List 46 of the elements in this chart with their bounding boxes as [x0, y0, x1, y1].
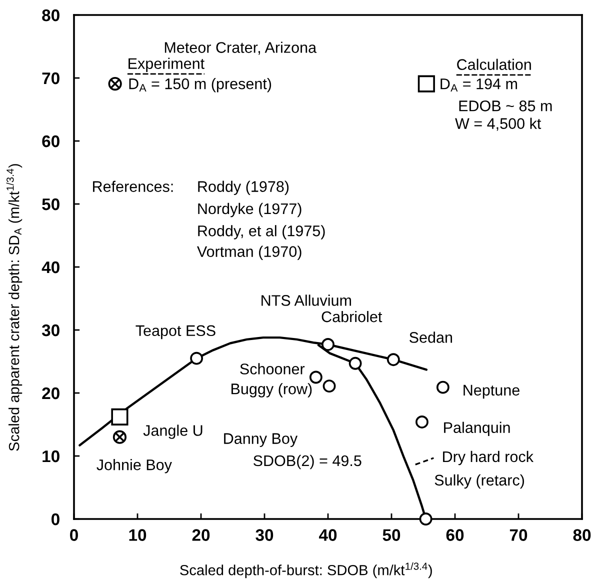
- y-tick-label: 70: [42, 72, 60, 84]
- y-tick-label: 80: [42, 9, 60, 22]
- annotation: Buggy (row): [232, 383, 312, 398]
- y-tick-label: 40: [42, 261, 60, 274]
- annotation: Johnie Boy: [96, 459, 172, 474]
- x-tick-label: 10: [129, 529, 146, 541]
- y-tick-label: 50: [42, 198, 60, 210]
- annotation: Calculation: [457, 58, 531, 70]
- text: Meteor Crater, Arizona: [164, 42, 317, 55]
- annotation: Palanquin: [444, 422, 510, 436]
- annotation: W = 4,500 kt: [455, 118, 542, 131]
- annotation: Vortman (1970): [197, 246, 302, 260]
- y-tick-label: 10: [42, 450, 60, 462]
- annotation: Nordyke (1977): [198, 202, 302, 218]
- annotation: Teapot ESS: [136, 325, 216, 340]
- x-tick-label: 40: [318, 529, 337, 541]
- annotation: Sulky (retarc): [434, 474, 524, 489]
- annotation: NTS Alluvium: [262, 294, 351, 306]
- x-tick-label: 70: [510, 529, 528, 541]
- annotation: Cabriolet: [322, 310, 382, 322]
- x-tick-label: 80: [573, 529, 591, 541]
- x-axis-title: Scaled depth-of-burst: SDOB (m/kt$^{1/3.4}$): [180, 562, 432, 578]
- annotation: Danny Boy: [224, 433, 298, 447]
- annotation: Jangle U: [143, 424, 202, 439]
- y-tick-label: 0: [52, 513, 60, 526]
- y-tick-label: 20: [42, 387, 60, 400]
- y-tick-label: 60: [42, 135, 60, 148]
- x-tick-label: 30: [256, 529, 274, 541]
- annotation: EDOB ~ 85 m: [459, 100, 552, 112]
- y-axis-title: Scaled apparent crater depth: SD$_{A}$ (m/kt$^{1/3.4}$): [6, 164, 22, 451]
- x-tick-label: 20: [192, 529, 210, 541]
- x-tick-label: 50: [382, 529, 400, 541]
- annotation: Roddy (1978): [198, 180, 289, 195]
- annotation: Experiment: [128, 58, 204, 72]
- annotation: Dry hard rock: [443, 450, 534, 466]
- legend-label: D$_{A}$ = 194 m: [440, 78, 517, 92]
- annotation: Neptune: [464, 384, 520, 399]
- annotation: Sedan: [410, 332, 452, 343]
- annotation: Schooner: [240, 363, 305, 374]
- x-tick-label: 60: [446, 529, 464, 541]
- x-tick-label: 0: [70, 529, 78, 541]
- legend-label: D$_{A}$ = 150 m (present): [129, 78, 272, 92]
- annotation: References:: [93, 180, 173, 192]
- annotation: Roddy, et al (1975): [198, 225, 325, 240]
- y-tick-label: 30: [42, 324, 60, 336]
- annotation: SDOB(2) = 49.5: [254, 454, 362, 470]
